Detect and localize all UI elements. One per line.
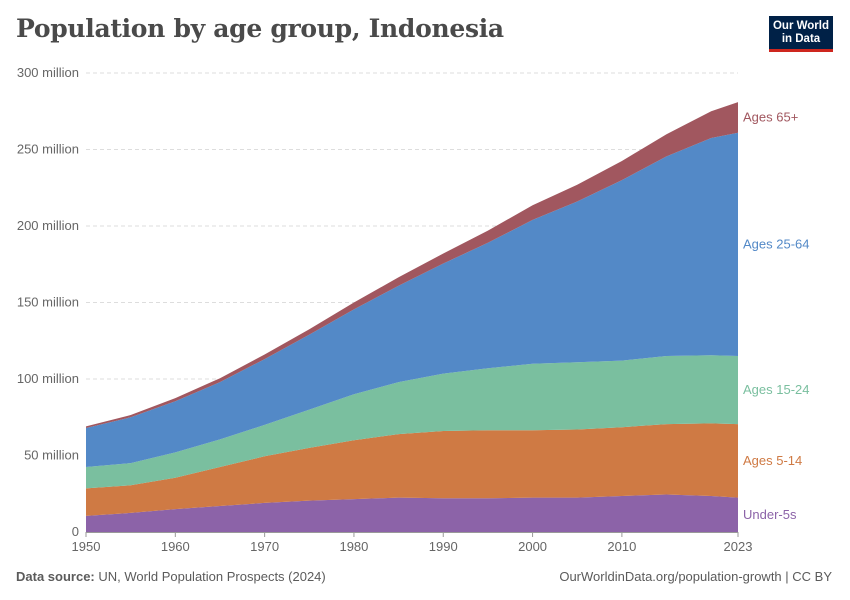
x-tick-label: 1990 [429,539,458,554]
logo-line-2: in Data [781,33,821,45]
series-label-ages-5-14: Ages 5-14 [743,453,802,468]
area-ages-25-64 [86,132,738,467]
data-source: Data source: UN, World Population Prospe… [16,569,326,584]
axes: 0 50 million 100 million 150 million 200 mil… [17,65,753,554]
logo-line-1: Our World [772,20,829,32]
x-tick-label: 1980 [339,539,368,554]
series-label-ages-15-24: Ages 15-24 [743,382,810,397]
x-tick-label: 2010 [607,539,636,554]
area-series [86,102,738,532]
series-labels: Under-5s Ages 5-14 Ages 15-24 Ages 25-64 Age… [743,109,810,521]
series-label-ages-25-64: Ages 25-64 [743,236,810,251]
x-tick-label: 2023 [724,539,753,554]
y-tick-label: 200 million [17,218,79,233]
area-under-5s [86,494,738,532]
y-tick-label: 0 [72,524,79,539]
series-label-ages-65-: Ages 65+ [743,109,798,124]
y-tick-label: 150 million [17,295,79,310]
chart-title: Population by age group, Indonesia [16,14,504,43]
area-ages-65- [86,102,738,428]
x-tick-label: 1950 [72,539,101,554]
area-ages-15-24 [86,355,738,489]
area-ages-5-14 [86,423,738,516]
x-tick-label: 1970 [250,539,279,554]
data-source-text: UN, World Population Prospects (2024) [98,569,326,584]
y-tick-label: 300 million [17,65,79,80]
y-tick-label: 50 million [24,448,79,463]
x-tick-label: 1960 [161,539,190,554]
owid-logo[interactable]: Our World in Data [769,16,833,52]
source-url-link[interactable]: OurWorldinData.org/population-growth | C… [559,569,832,584]
y-tick-label: 250 million [17,142,79,157]
y-tick-label: 100 million [17,371,79,386]
data-source-label: Data source: [16,569,95,584]
x-tick-label: 2000 [518,539,547,554]
series-label-under-5s: Under-5s [743,507,797,522]
